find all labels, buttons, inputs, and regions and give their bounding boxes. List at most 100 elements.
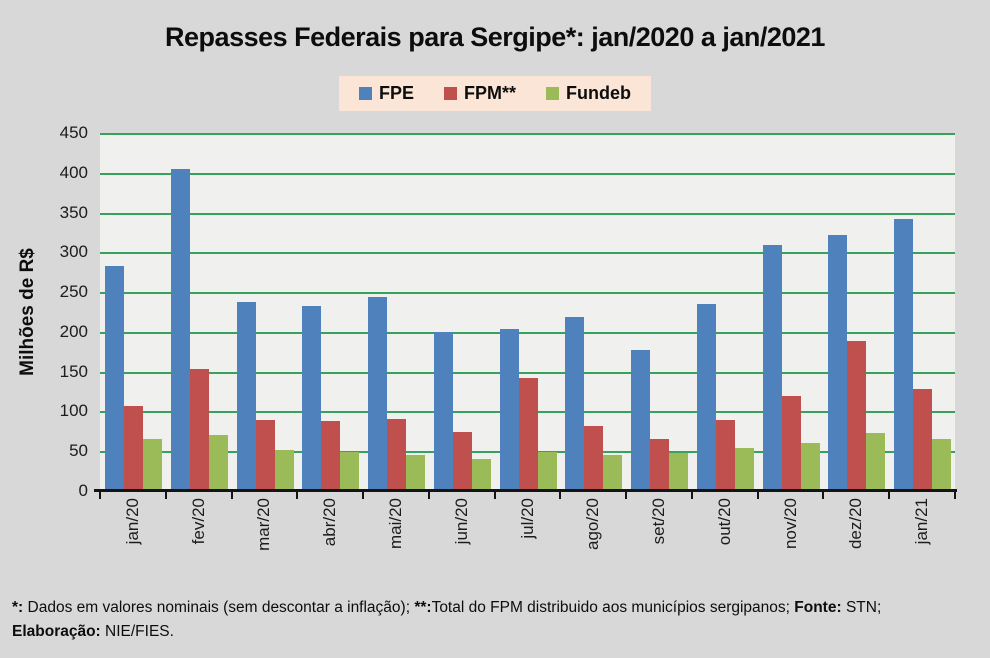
footnote-segment: STN; (841, 599, 882, 616)
footnote: *: Dados em valores nominais (sem descon… (12, 596, 978, 644)
bar-Fundeb-jan/20 (143, 439, 162, 491)
x-tick-label-nov/20: nov/20 (780, 498, 800, 550)
bar-FPM-fev/20 (189, 369, 209, 491)
x-tick-label-ago/20: ago/20 (583, 498, 603, 550)
bar-FPM-mai/20 (387, 418, 407, 491)
x-tick-label-mai/20: mai/20 (385, 498, 405, 550)
bar-Fundeb-jun/20 (471, 459, 491, 491)
x-tick-mark (230, 489, 233, 499)
gridline-350 (100, 212, 955, 215)
bar-FPM-jul/20 (518, 378, 538, 491)
bar-group-ago/20 (560, 133, 626, 491)
gridline-150 (100, 371, 955, 374)
bar-FPM-out/20 (715, 420, 735, 491)
y-tick-label-350: 350 (59, 202, 88, 222)
bar-Fundeb-out/20 (734, 448, 754, 491)
x-tick-label-jun/20: jun/20 (451, 498, 471, 545)
gridline-400 (100, 172, 955, 175)
y-tick-label-400: 400 (59, 162, 88, 182)
bar-group-nov/20 (758, 133, 824, 491)
bar-FPE-nov/20 (762, 245, 782, 491)
gridline-200 (100, 331, 955, 334)
x-tick-label-jul/20: jul/20 (517, 498, 537, 539)
y-tick-label-150: 150 (59, 361, 88, 381)
x-tick-label-jan/21: jan/21 (912, 498, 932, 545)
x-tick-mark (690, 489, 693, 499)
green-square-swatch (546, 87, 560, 100)
bar-group-mai/20 (363, 133, 429, 491)
footnote-line: Elaboração: NIE/FIES. (12, 620, 978, 644)
y-tick-label-0: 0 (78, 481, 88, 500)
x-tick-mark (756, 489, 759, 499)
bar-FPE-mai/20 (368, 296, 388, 491)
bar-FPE-out/20 (696, 304, 716, 491)
footnote-segment: Dados em valores nominais (sem descontar… (23, 599, 415, 616)
x-tick-mark (493, 489, 496, 499)
bar-Fundeb-fev/20 (208, 434, 228, 491)
bar-Fundeb-abr/20 (340, 452, 360, 491)
legend-label: FPM** (464, 83, 517, 103)
gridline-250 (100, 292, 955, 295)
x-tick-label-dez/20: dez/20 (846, 498, 866, 550)
x-tick-mark (99, 489, 101, 499)
bar-FPM-jan/20 (124, 405, 143, 491)
footnote-line: *: Dados em valores nominais (sem descon… (12, 596, 978, 620)
footnote-segment: Total do FPM distribuido aos municípios … (431, 599, 795, 616)
bar-Fundeb-jan/21 (932, 439, 952, 491)
x-axis-line (94, 489, 957, 492)
x-tick-mark (362, 489, 365, 499)
bar-FPM-jun/20 (452, 432, 472, 491)
bar-group-jan/20 (100, 133, 166, 491)
footnote-segment: Fonte: (794, 599, 842, 616)
legend-item: FPM** (444, 83, 516, 104)
bar-group-set/20 (626, 133, 692, 491)
bar-group-jan/21 (889, 133, 955, 491)
x-tick-mark (559, 489, 562, 499)
bar-FPM-set/20 (650, 438, 670, 491)
y-tick-label-300: 300 (59, 242, 88, 262)
bar-FPE-fev/20 (170, 168, 190, 491)
bar-FPE-jan/20 (105, 265, 124, 491)
y-tick-label-100: 100 (59, 401, 88, 421)
gridline-450 (100, 133, 955, 135)
bar-FPE-mar/20 (236, 301, 256, 491)
y-tick-label-200: 200 (59, 321, 88, 341)
legend-item: FPE (358, 83, 414, 104)
bar-Fundeb-ago/20 (603, 455, 623, 491)
x-tick-mark (164, 489, 167, 499)
bar-Fundeb-mai/20 (406, 455, 426, 491)
bar-FPM-ago/20 (584, 425, 604, 491)
bar-FPM-mar/20 (255, 420, 275, 491)
bar-group-mar/20 (232, 133, 298, 491)
x-tick-mark (954, 489, 956, 499)
bar-FPM-abr/20 (321, 421, 341, 491)
x-tick-label-jan/20: jan/20 (122, 498, 142, 545)
bar-group-abr/20 (297, 133, 363, 491)
bar-Fundeb-nov/20 (800, 443, 820, 491)
x-tick-mark (822, 489, 825, 499)
x-tick-mark (296, 489, 299, 499)
x-tick-label-fev/20: fev/20 (188, 498, 208, 545)
y-tick-label-50: 50 (69, 441, 88, 461)
bar-Fundeb-set/20 (669, 452, 689, 491)
x-tick-mark (427, 489, 430, 499)
bar-FPE-ago/20 (565, 316, 585, 491)
y-axis-tick-labels: 0 50 100 150 200 250 300 350 400 450 (0, 123, 88, 500)
legend-row: FPE FPM** Fundeb (0, 76, 990, 111)
x-tick-label-out/20: out/20 (714, 498, 734, 546)
bar-FPE-set/20 (631, 350, 651, 491)
legend: FPE FPM** Fundeb (338, 76, 652, 111)
bar-FPM-dez/20 (847, 340, 867, 491)
blue-square-swatch (358, 87, 372, 100)
bar-Fundeb-jul/20 (537, 452, 557, 491)
x-tick-label-set/20: set/20 (649, 498, 669, 545)
gridline-300 (100, 252, 955, 255)
bar-group-dez/20 (823, 133, 889, 491)
y-tick-label-450: 450 (59, 123, 88, 142)
bar-group-out/20 (692, 133, 758, 491)
legend-item: Fundeb (546, 83, 631, 104)
bar-Fundeb-dez/20 (866, 432, 886, 491)
page-title: Repasses Federais para Sergipe*: jan/202… (165, 22, 825, 52)
x-tick-label-abr/20: abr/20 (320, 498, 340, 547)
